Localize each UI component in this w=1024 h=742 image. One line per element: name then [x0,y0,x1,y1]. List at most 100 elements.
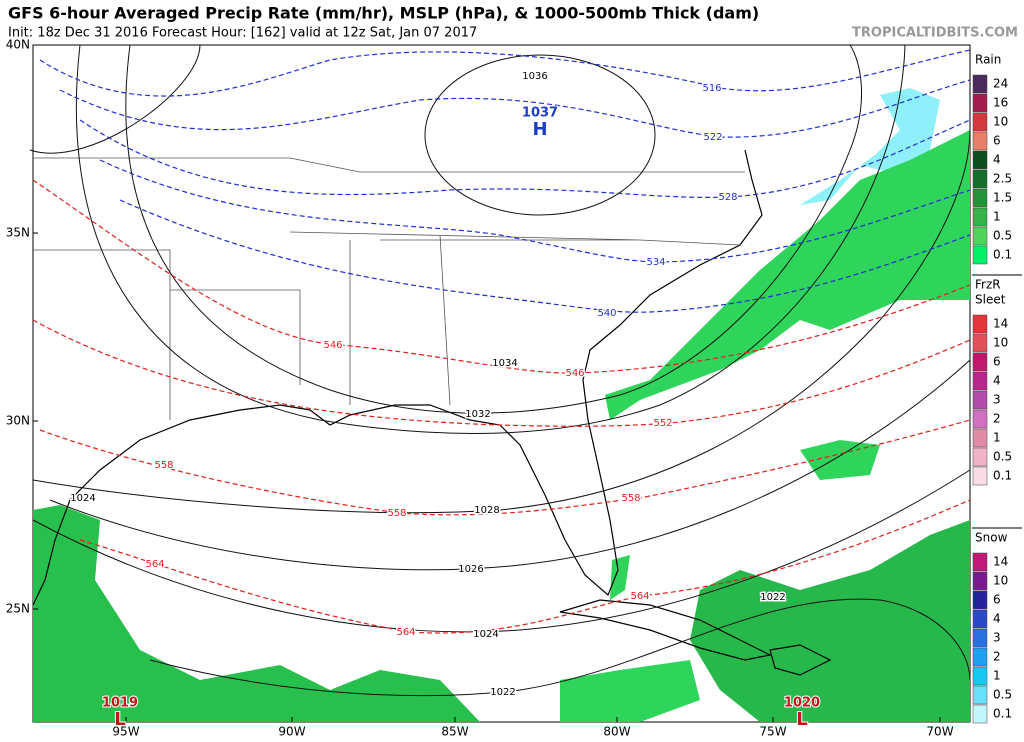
thickness-label: 516 [702,83,721,94]
legend-swatch [972,131,988,151]
legend-swatch [972,647,988,667]
thickness-label: 564 [396,627,415,638]
legend-swatch [972,590,988,610]
isobar [32,469,971,633]
thickness-line [32,319,971,427]
rain-area [605,130,970,420]
lat-label: 25N [6,602,30,616]
legend-label: 10 [993,574,1008,588]
legend-swatch [972,93,988,113]
legend-swatch [972,245,988,265]
thickness-label: 558 [154,460,173,471]
isobar-label: 1024 [473,629,498,640]
center-pressure: 1019 [102,696,138,711]
lon-label: 80W [603,725,630,739]
legend-label: 6 [993,134,1001,148]
lat-label: 40N [6,38,30,52]
legend-label: 14 [993,317,1008,331]
legend-label: 2 [993,650,1001,664]
legend-swatch [972,352,988,372]
legend-label: 10 [993,336,1008,350]
legend-label: 2 [993,412,1001,426]
state-borders [33,157,745,420]
legend-swatch [972,226,988,246]
rain-area [33,505,480,722]
legend-swatch [972,466,988,486]
hispaniola [769,644,832,676]
lat-label: 30N [6,414,30,428]
center-pressure: 1037 [522,106,558,121]
lat-label: 35N [6,226,30,240]
legend-swatch [972,666,988,686]
geography [32,149,832,676]
legend-label: 6 [993,355,1001,369]
legend-swatch [972,371,988,391]
center-pressure: 1020 [784,696,820,711]
legend-swatch [972,409,988,429]
legend-title: Snow [975,531,1008,545]
isobar-label: 1024 [70,493,95,504]
legend-label: 10 [993,115,1008,129]
thickness-label: 558 [621,493,640,504]
isobar-label: 1036 [522,71,547,82]
legend-label: 0.1 [993,469,1012,483]
thickness-line [32,179,971,374]
thickness-label: 564 [630,591,649,602]
thickness-line [79,119,971,198]
legend-label: 1.5 [993,191,1012,205]
legend-swatch [972,314,988,334]
title: GFS 6-hour Averaged Precip Rate (mm/hr),… [8,4,759,23]
legend-label: 0.5 [993,450,1012,464]
center-symbol: L [114,709,125,730]
center-symbol: H [532,119,547,140]
thickness-label: 546 [565,368,584,379]
legend-swatch [972,207,988,227]
isobar [125,44,862,414]
legend-label: 14 [993,555,1008,569]
isobar [49,359,971,571]
snow-area [800,88,940,205]
legend-label: 4 [993,374,1001,388]
legend-label: 3 [993,631,1001,645]
isobar-label: 1022 [760,592,785,603]
legend-label: 6 [993,593,1001,607]
isobars [29,44,971,697]
isobar-label: 1026 [458,564,483,575]
center-symbol: L [796,709,807,730]
isobar-label: 1022 [490,687,515,698]
rain-area [560,660,700,722]
isobar [424,54,656,216]
legend-swatch [972,609,988,629]
legend-swatch [972,704,988,724]
isobar-label: 1034 [492,358,517,369]
thickness-line [39,49,971,97]
thickness-label: 564 [145,559,164,570]
legend-label: 0.1 [993,707,1012,721]
isobar-label: 1028 [474,505,499,516]
legend-swatch [972,169,988,189]
legend-label: 1 [993,431,1001,445]
legend-title: Rain [975,53,1001,67]
lon-label: 75W [759,725,786,739]
legend-label: 0.5 [993,229,1012,243]
legend-label: 1 [993,210,1001,224]
thickness-label: 540 [597,308,616,319]
legend-swatch [972,74,988,94]
legend-swatch [972,552,988,572]
legend-label: 24 [993,77,1008,91]
legend-title: Sleet [975,293,1006,307]
legend-label: 0.5 [993,688,1012,702]
legend-label: 3 [993,393,1001,407]
watermark: TROPICALTIDBITS.COM [852,26,1018,41]
thickness-label: 558 [387,508,406,519]
cuba [559,599,772,661]
precip [33,88,970,722]
legend-swatch [972,112,988,132]
lon-label: 70W [926,725,953,739]
legend-label: 16 [993,96,1008,110]
legend-label: 4 [993,153,1001,167]
isobar [75,44,906,435]
legend-swatch [972,188,988,208]
lon-label: 85W [441,725,468,739]
thickness-line [99,159,971,263]
